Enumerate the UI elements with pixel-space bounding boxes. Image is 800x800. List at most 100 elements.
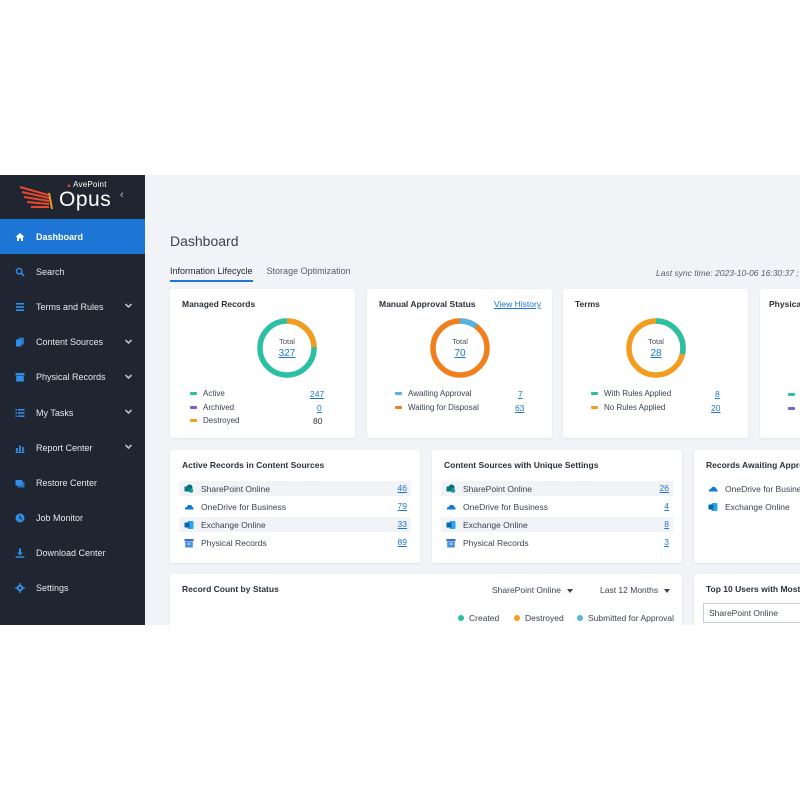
total-value-link[interactable]: 28 [650, 348, 662, 359]
sidebar-item-label: Report Center [36, 442, 93, 453]
download-icon [14, 547, 26, 559]
clock-icon [14, 512, 26, 524]
count-link[interactable]: 3 [664, 537, 669, 547]
chevron-down-icon [124, 442, 133, 451]
total-label: Total [648, 337, 664, 346]
source-label: Exchange Online [201, 519, 266, 530]
chevron-down-icon [124, 407, 133, 416]
legend-swatch [190, 419, 197, 422]
exchange-icon [184, 520, 194, 530]
sidebar-item-download-center[interactable]: Download Center [0, 536, 145, 571]
destroyed-count: 80 [313, 416, 323, 426]
legend-label: Destroyed [525, 613, 564, 623]
sidebar-item-label: Restore Center [36, 477, 98, 488]
list-item: SharePoint Online 26 [441, 481, 673, 496]
archived-count-link[interactable]: 0 [317, 403, 322, 413]
home-icon [14, 231, 26, 243]
chevron-down-icon [124, 372, 133, 381]
sidebar-item-terms-and-rules[interactable]: Terms and Rules [0, 289, 145, 324]
legend-swatch [788, 407, 795, 410]
gear-icon [14, 582, 26, 594]
terms-card: Terms Total 28 With Rules Applied 8 No R… [563, 289, 748, 438]
legend-item-no-rules: No Rules Applied [591, 403, 665, 412]
source-label: OneDrive for Business [463, 501, 549, 512]
sidebar-item-label: My Tasks [36, 407, 74, 418]
legend-swatch [591, 406, 598, 409]
source-dropdown[interactable]: SharePoint Online [492, 585, 573, 595]
sidebar-item-job-monitor[interactable]: Job Monitor [0, 501, 145, 536]
source-label: SharePoint Online [201, 483, 270, 494]
manual-approval-donut [430, 318, 490, 378]
view-history-link[interactable]: View History [494, 299, 542, 309]
card-title: Manual Approval Status [379, 299, 476, 309]
chart-icon [14, 442, 26, 454]
legend-swatch [788, 393, 795, 396]
chevron-down-icon [124, 301, 133, 310]
donut-segment-with-rules [626, 318, 686, 378]
sidebar-item-content-sources[interactable]: Content Sources [0, 325, 145, 360]
unique-settings-card: Content Sources with Unique Settings Sha… [432, 450, 682, 563]
count-link[interactable]: 46 [397, 483, 407, 493]
active-count-link[interactable]: 247 [310, 389, 325, 399]
sidebar-item-label: Physical Records [36, 372, 106, 383]
count-link[interactable]: 79 [397, 501, 407, 511]
legend-item-waiting-disposal: Waiting for Disposal [395, 403, 479, 412]
list-item: Physical Records 89 [179, 535, 411, 550]
legend-label: Active [203, 389, 225, 398]
card-title: Top 10 Users with Most R [706, 584, 800, 594]
tab-storage-optimization[interactable]: Storage Optimization [266, 266, 351, 276]
total-value-link[interactable]: 327 [278, 348, 296, 359]
source-label: OneDrive for Business [201, 501, 287, 512]
caret-down-icon [567, 588, 573, 593]
sidebar-item-label: Dashboard [36, 231, 84, 242]
sidebar-item-physical-records[interactable]: Physical Records [0, 360, 145, 395]
source-label: SharePoint Online [463, 483, 532, 494]
card-title: Active Records in Content Sources [182, 460, 325, 470]
sidebar-item-report-center[interactable]: Report Center [0, 430, 145, 465]
page-title: Dashboard [170, 233, 239, 249]
physical-records-icon [184, 538, 194, 548]
count-link[interactable]: 26 [659, 483, 669, 493]
with-rules-count-link[interactable]: 8 [715, 389, 720, 399]
legend-dot [577, 615, 583, 621]
legend-swatch [395, 392, 402, 395]
awaiting-approval-count-link[interactable]: 7 [518, 389, 523, 399]
sidebar-item-search[interactable]: Search [0, 254, 145, 289]
card-title: Managed Records [182, 299, 256, 309]
period-dropdown[interactable]: Last 12 Months [600, 585, 671, 595]
no-rules-count-link[interactable]: 20 [711, 403, 721, 413]
total-value-link[interactable]: 70 [454, 348, 466, 359]
legend-swatch [190, 392, 197, 395]
waiting-disposal-count-link[interactable]: 63 [515, 403, 525, 413]
exchange-icon [708, 502, 718, 512]
managed-records-donut [257, 318, 317, 378]
legend-label: Archived [203, 403, 235, 412]
count-link[interactable]: 8 [664, 519, 669, 529]
sidebar-item-label: Content Sources [36, 337, 104, 348]
card-title: Content Sources with Unique Settings [444, 460, 599, 470]
sidebar-item-dashboard[interactable]: Dashboard [0, 219, 145, 255]
sidebar-item-my-tasks[interactable]: My Tasks [0, 395, 145, 430]
managed-records-card: Managed Records Total 327 Active 247 Arc… [170, 289, 355, 438]
card-title: Physical [769, 299, 800, 309]
sidebar-item-label: Job Monitor [36, 513, 84, 524]
total-label: Total [279, 337, 295, 346]
onedrive-icon [446, 502, 456, 512]
sidebar-item-settings[interactable]: Settings [0, 571, 145, 606]
count-link[interactable]: 4 [664, 501, 669, 511]
source-label: Physical Records [463, 537, 529, 548]
count-link[interactable]: 89 [397, 537, 407, 547]
tab-information-lifecycle[interactable]: Information Lifecycle [170, 266, 253, 282]
legend-label: Awaiting Approval [408, 389, 472, 398]
list-item: Exchange Online 8 [441, 517, 673, 532]
copy-icon [14, 336, 26, 348]
sidebar-item-restore-center[interactable]: Restore Center [0, 465, 145, 500]
source-select[interactable]: SharePoint Online [703, 603, 800, 623]
last-sync-time: Last sync time: 2023-10-06 16:30:37 ; N [656, 268, 800, 278]
main-content: Dashboard Information Lifecycle Storage … [145, 175, 800, 625]
count-link[interactable]: 33 [397, 519, 407, 529]
legend-dot [514, 615, 520, 621]
source-label: Physical Records [201, 537, 267, 548]
list-item: SharePoint Online 46 [179, 481, 411, 496]
collapse-sidebar-button[interactable]: ‹ [120, 189, 124, 201]
